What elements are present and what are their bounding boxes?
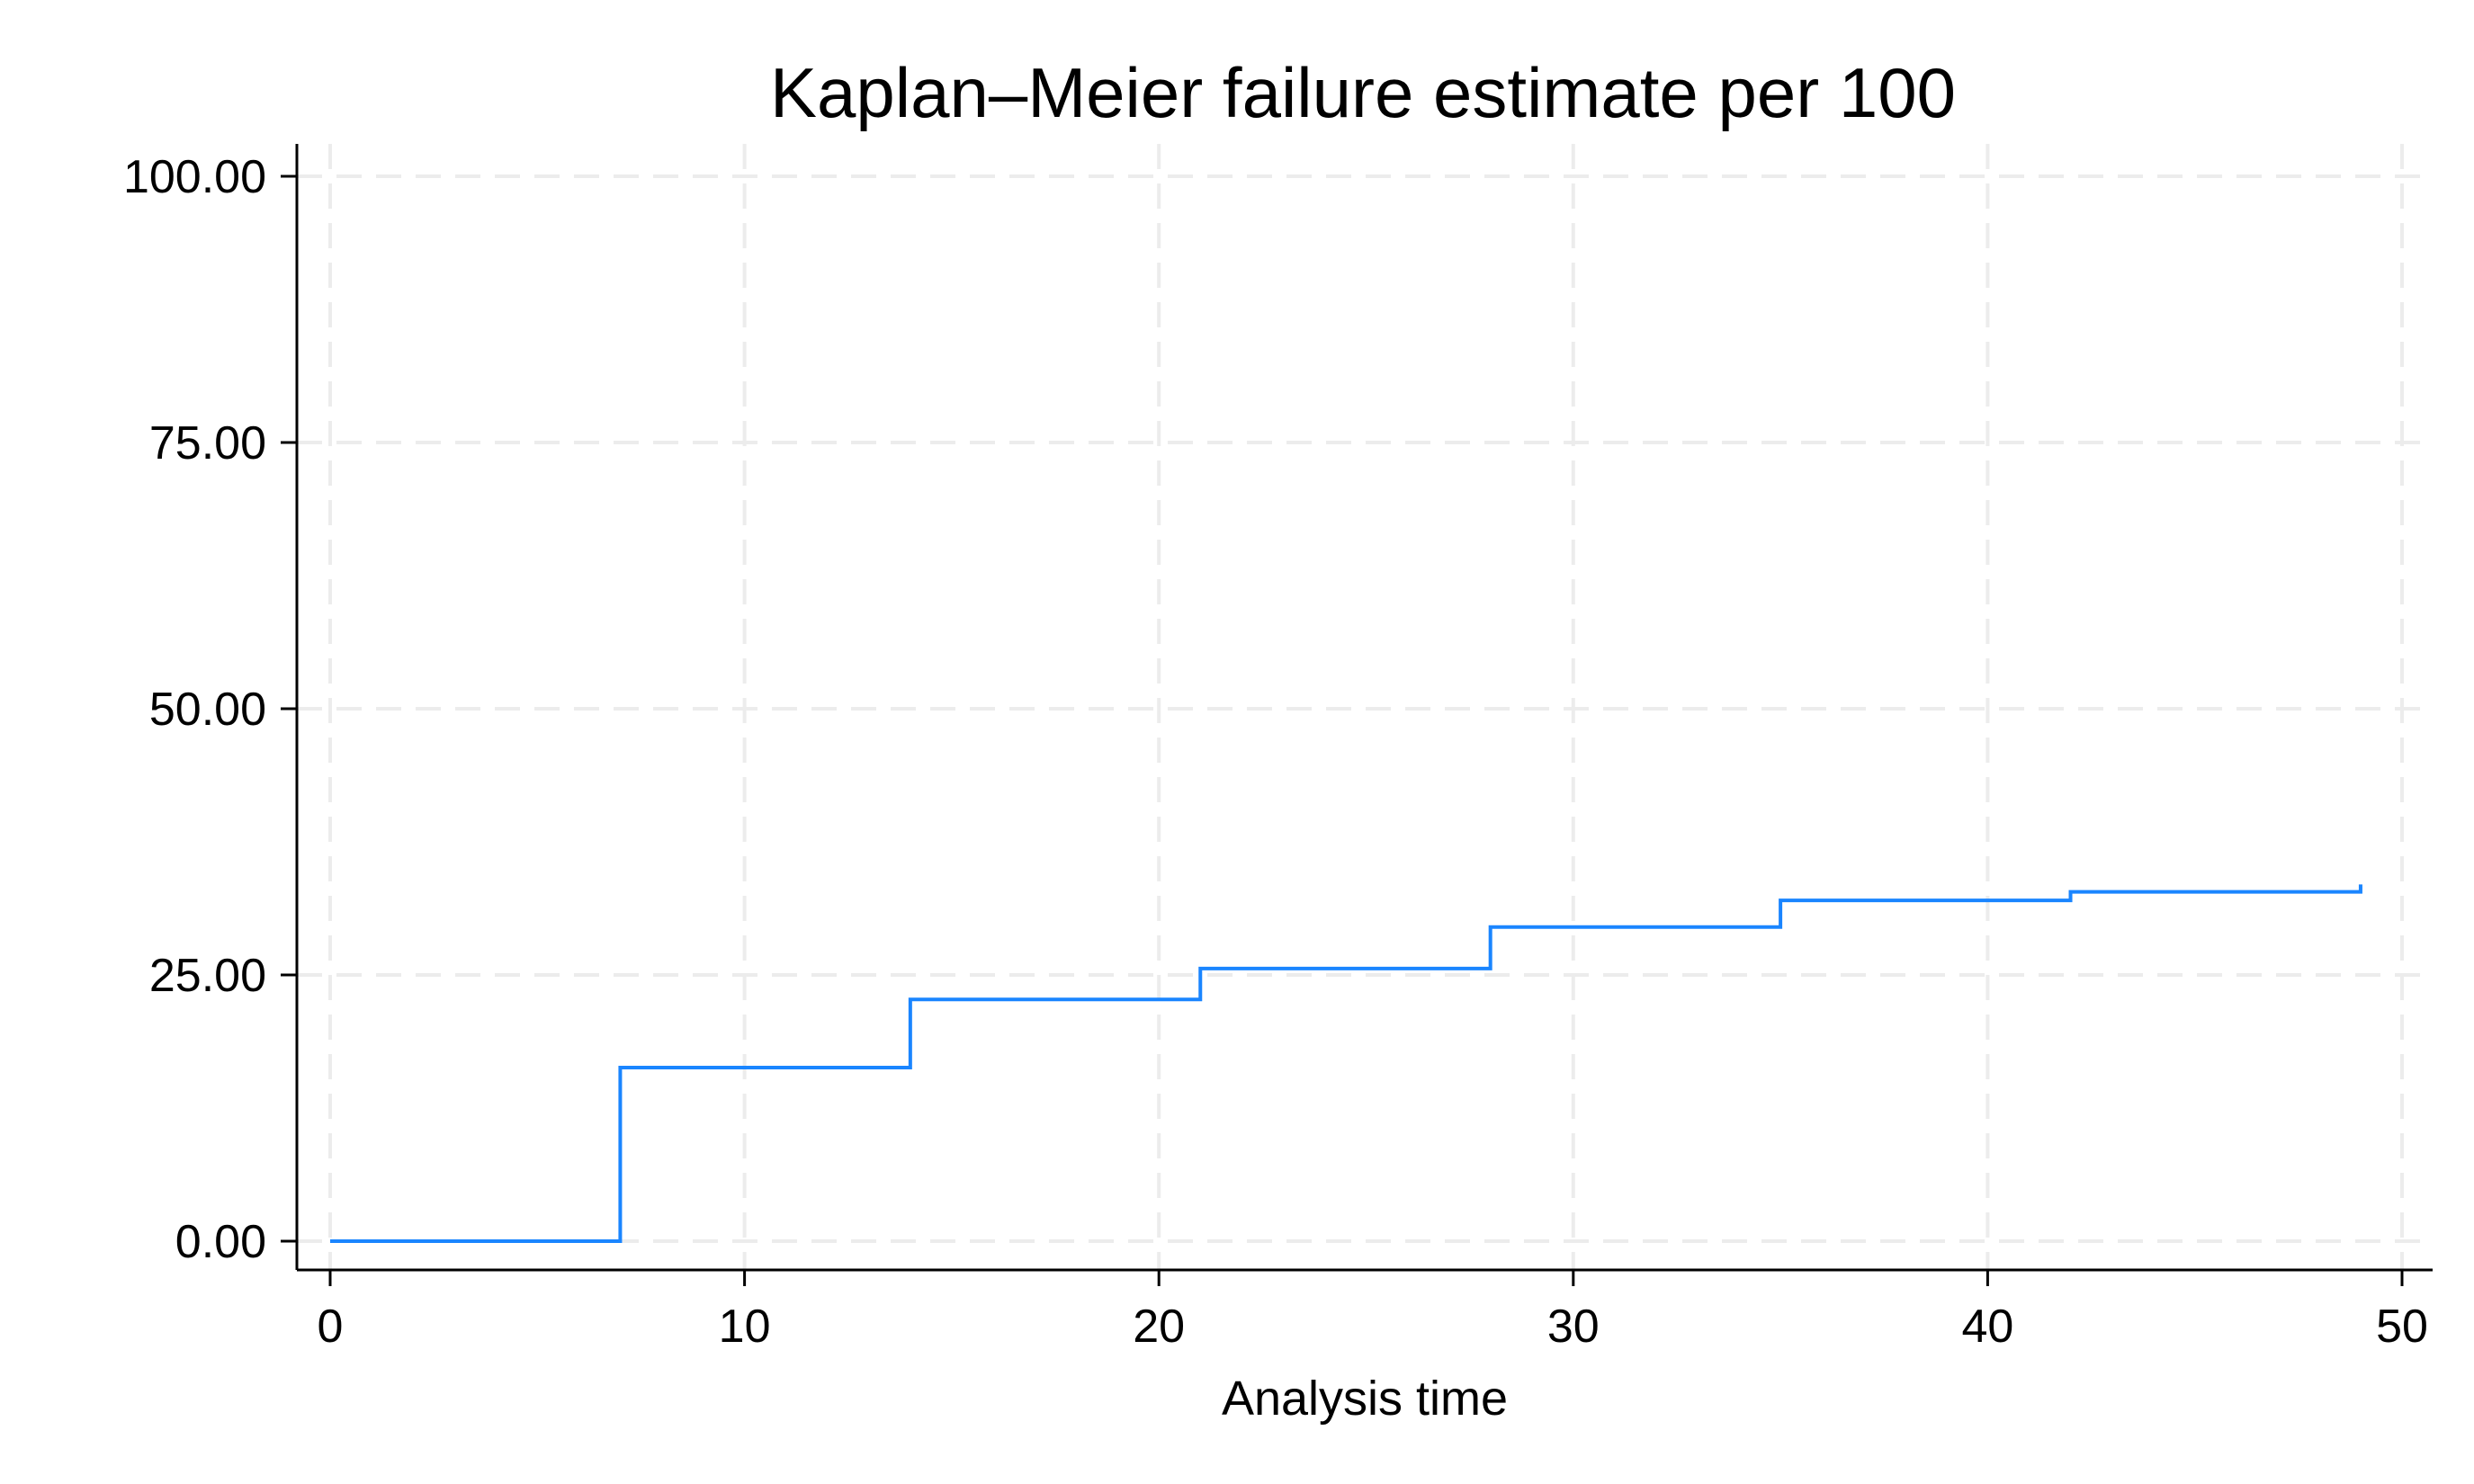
x-axis-ticks: 0 10 20 30 40 50 <box>318 1270 2428 1353</box>
km-step-line <box>330 884 2362 1243</box>
x-tick-label: 40 <box>1961 1301 2013 1353</box>
x-tick-label: 20 <box>1133 1301 1185 1353</box>
x-tick-label: 10 <box>719 1301 771 1353</box>
x-axis-label: Analysis time <box>1222 1372 1508 1426</box>
y-tick-label: 75.00 <box>149 417 266 469</box>
x-tick-label: 0 <box>318 1301 344 1353</box>
y-tick-label: 100.00 <box>123 151 266 203</box>
chart-title: Kaplan–Meier failure estimate per 100 <box>770 53 1956 132</box>
series-layer <box>330 884 2362 1243</box>
y-axis-ticks: 0.00 25.00 50.00 75.00 100.00 <box>123 151 297 1268</box>
y-tick-label: 50.00 <box>149 684 266 736</box>
y-tick-label: 25.00 <box>149 950 266 1002</box>
y-tick-label: 0.00 <box>175 1216 266 1268</box>
x-tick-label: 30 <box>1547 1301 1600 1353</box>
x-tick-label: 50 <box>2376 1301 2428 1353</box>
